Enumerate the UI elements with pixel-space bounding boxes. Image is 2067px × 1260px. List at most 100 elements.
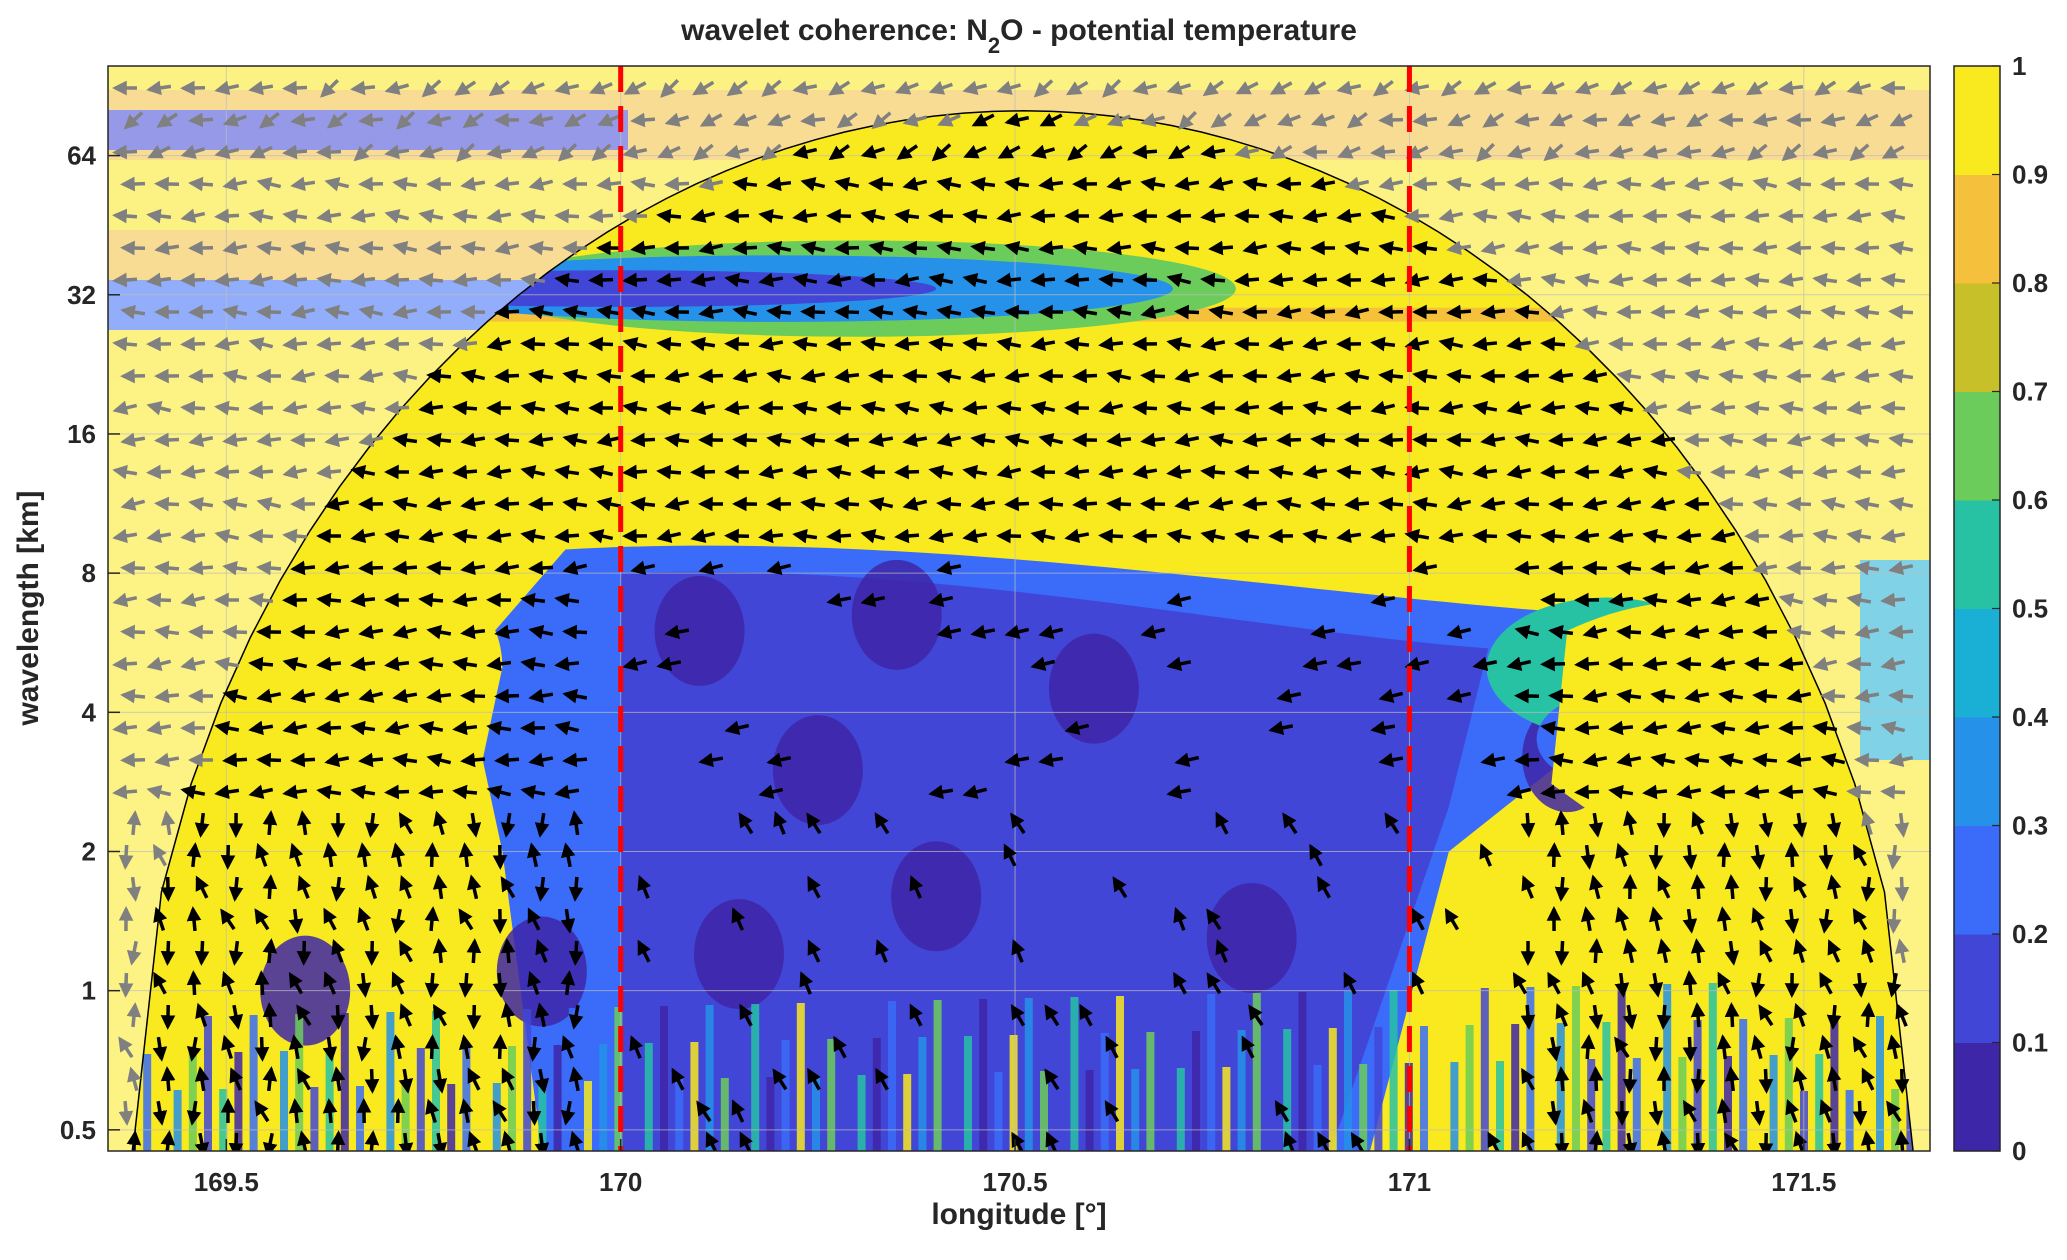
phase-arrow — [452, 400, 478, 416]
phase-arrow — [1642, 80, 1668, 95]
phase-arrow — [1684, 752, 1710, 768]
phase-arrow — [1710, 272, 1736, 288]
small-scale-stripe — [1632, 1058, 1641, 1151]
phase-arrow — [1106, 496, 1132, 512]
phase-arrow — [1317, 875, 1331, 899]
phase-arrow — [1786, 752, 1812, 768]
phase-arrow — [1446, 624, 1472, 639]
phase-arrow — [146, 272, 172, 288]
phase-arrow — [486, 656, 512, 672]
phase-arrow — [1819, 971, 1833, 995]
colorbar-segment — [1954, 717, 2000, 826]
phase-arrow — [1752, 560, 1778, 576]
phase-arrow — [1276, 496, 1302, 512]
small-scale-stripe — [280, 1051, 288, 1151]
phase-arrow — [1336, 464, 1362, 480]
phase-arrow — [732, 368, 758, 384]
phase-arrow — [1710, 656, 1736, 672]
phase-arrow — [1676, 144, 1702, 160]
phase-arrow — [1852, 1036, 1868, 1059]
small-scale-stripe — [948, 1073, 957, 1151]
phase-arrow — [1480, 240, 1506, 255]
phase-arrow — [1622, 938, 1638, 964]
phase-arrow — [962, 464, 988, 480]
phase-arrow — [1174, 176, 1200, 192]
phase-arrow — [1480, 752, 1506, 768]
phase-arrow — [1718, 240, 1744, 256]
phase-arrow — [1880, 721, 1906, 736]
phase-arrow — [1888, 432, 1914, 448]
small-scale-stripe — [1450, 1062, 1459, 1151]
phase-arrow — [826, 336, 852, 352]
phase-arrow — [1650, 368, 1676, 384]
phase-arrow — [1676, 272, 1702, 288]
phase-arrow — [1581, 1098, 1596, 1123]
phase-arrow — [316, 592, 342, 608]
phase-arrow — [282, 784, 308, 800]
phase-arrow — [1820, 176, 1846, 192]
phase-arrow — [1200, 208, 1226, 224]
phase-arrow — [1622, 810, 1638, 836]
small-scale-stripe — [888, 1001, 896, 1151]
phase-arrow — [1820, 304, 1846, 320]
phase-arrow — [963, 144, 987, 159]
phase-arrow — [1140, 496, 1166, 512]
phase-arrow — [766, 240, 792, 256]
phase-arrow — [364, 812, 380, 838]
phase-arrow — [432, 1132, 448, 1151]
phase-arrow — [1243, 113, 1267, 127]
phase-arrow — [353, 143, 374, 162]
phase-arrow — [316, 784, 342, 800]
phase-arrow — [452, 336, 478, 352]
small-scale-stripe — [477, 1010, 486, 1151]
phase-arrow — [1004, 624, 1030, 639]
phase-arrow — [1574, 720, 1600, 736]
phase-arrow — [222, 176, 248, 192]
phase-arrow — [1642, 144, 1668, 159]
phase-arrow — [391, 971, 405, 995]
y-tick-label: 2 — [82, 836, 96, 866]
phase-arrow — [724, 400, 750, 416]
phase-arrow — [1860, 1130, 1876, 1151]
phase-arrow — [588, 529, 614, 544]
phase-arrow — [330, 876, 346, 902]
phase-arrow — [418, 208, 444, 224]
phase-arrow — [1106, 304, 1132, 320]
phase-arrow — [262, 1002, 278, 1028]
phase-arrow — [398, 1068, 414, 1094]
phase-arrow — [180, 208, 206, 224]
phase-arrow — [466, 812, 482, 838]
phase-arrow — [364, 940, 380, 966]
small-scale-stripe — [1891, 1089, 1900, 1151]
phase-arrow — [1888, 368, 1914, 384]
phase-arrow — [1642, 464, 1668, 480]
phase-arrow — [186, 1100, 202, 1126]
phase-arrow — [1888, 560, 1914, 576]
phase-arrow — [486, 144, 512, 160]
phase-arrow — [1206, 908, 1222, 931]
phase-arrow — [1574, 336, 1600, 352]
phase-arrow — [331, 938, 346, 963]
small-scale-stripe — [872, 1038, 881, 1151]
phase-arrow — [460, 624, 486, 640]
phase-arrow — [1473, 81, 1497, 95]
phase-arrow — [1608, 784, 1634, 800]
phase-arrow — [568, 1004, 584, 1030]
phase-arrow — [460, 369, 486, 384]
phase-arrow — [834, 240, 860, 256]
phase-arrow — [1269, 144, 1293, 160]
phase-arrow — [828, 80, 851, 96]
phase-arrow — [418, 464, 444, 480]
phase-arrow — [557, 143, 578, 162]
small-scale-stripe — [249, 1015, 258, 1151]
small-scale-stripe — [1815, 1054, 1824, 1151]
small-scale-stripe — [599, 1044, 608, 1151]
phase-arrow — [426, 560, 452, 576]
phase-arrow — [971, 113, 995, 127]
phase-arrow — [120, 560, 146, 576]
phase-arrow — [1581, 971, 1596, 995]
phase-arrow — [902, 240, 928, 256]
phase-arrow — [834, 304, 860, 320]
phase-arrow — [1309, 843, 1323, 867]
phase-arrow — [520, 528, 546, 544]
